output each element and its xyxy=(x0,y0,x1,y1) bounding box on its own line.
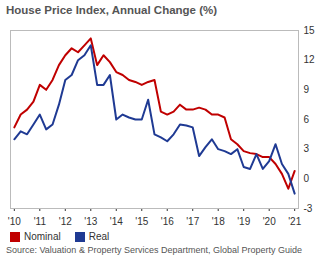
svg-text:'15: '15 xyxy=(135,216,148,227)
svg-text:3: 3 xyxy=(304,143,310,154)
html-text:House Price Index, Annual Chan: House Price Index, Annual Change (%) xyxy=(6,4,218,16)
svg-text:'19: '19 xyxy=(237,216,250,227)
svg-text:'17: '17 xyxy=(186,216,199,227)
svg-text:'21: '21 xyxy=(288,216,301,227)
svg-text:'10: '10 xyxy=(8,216,21,227)
svg-text:'16: '16 xyxy=(161,216,174,227)
svg-text:'11: '11 xyxy=(34,216,47,227)
svg-text:6: 6 xyxy=(304,114,310,125)
svg-text:15: 15 xyxy=(304,25,316,36)
svg-text:'20: '20 xyxy=(263,216,276,227)
svg-text:0: 0 xyxy=(304,173,310,184)
svg-text:9: 9 xyxy=(304,84,310,95)
html-text:Real: Real xyxy=(88,231,110,242)
svg-text:'14: '14 xyxy=(110,216,123,227)
svg-text:-3: -3 xyxy=(304,203,313,214)
html-text:Nominal: Nominal xyxy=(24,231,61,242)
svg-text:'18: '18 xyxy=(212,216,225,227)
html-text:Source: Valuation & Property S: Source: Valuation & Property Services De… xyxy=(6,245,302,255)
svg-text:12: 12 xyxy=(304,54,316,65)
svg-text:'12: '12 xyxy=(59,216,72,227)
svg-text:'13: '13 xyxy=(84,216,97,227)
